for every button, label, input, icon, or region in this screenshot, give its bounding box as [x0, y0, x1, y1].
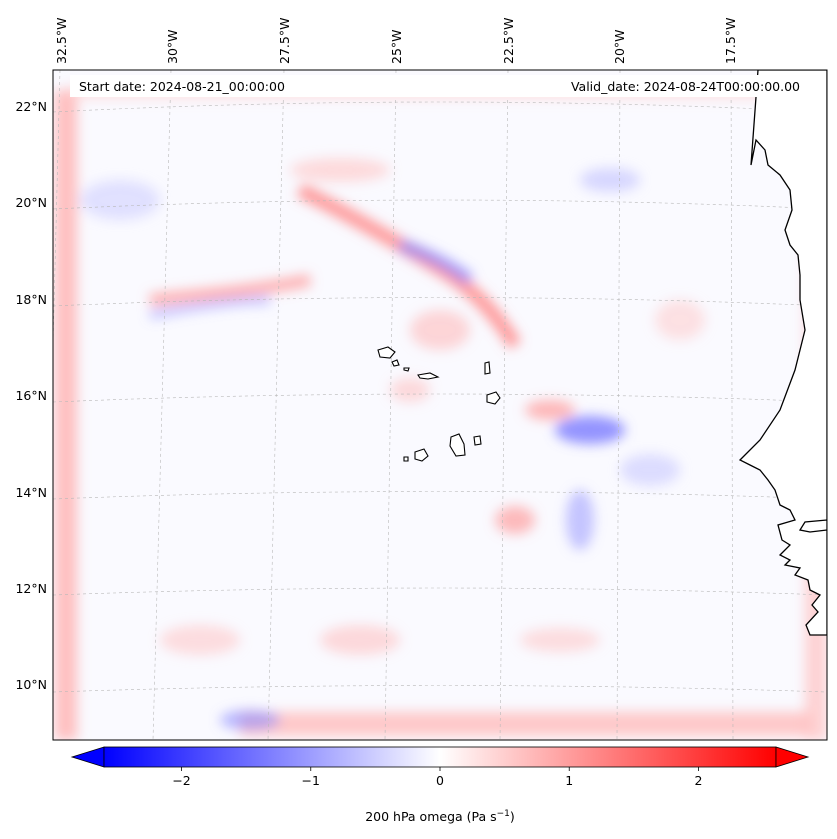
- latitude-labels: 22°N 20°N 18°N 16°N 14°N 12°N 10°N: [15, 99, 47, 692]
- island-fogo: [414, 448, 429, 462]
- lat-label: 14°N: [15, 485, 47, 500]
- lon-label: 20°W: [612, 29, 627, 64]
- lon-label: 27.5°W: [277, 18, 292, 64]
- island-sal: [484, 361, 491, 375]
- colorbar-tick-label: −2: [172, 773, 190, 788]
- lat-label: 20°N: [15, 195, 47, 210]
- colorbar-ticks: −2 −1 0 1 2: [172, 767, 702, 788]
- lon-label: 22.5°W: [501, 18, 516, 64]
- lon-label: 32.5°W: [54, 18, 69, 64]
- colorbar-title: 200 hPa omega (Pa s−1): [365, 809, 515, 824]
- island-santiago: [449, 433, 466, 457]
- lat-label: 18°N: [15, 292, 47, 307]
- island-boa-vista: [486, 391, 501, 405]
- lon-label: 25°W: [389, 29, 404, 64]
- map-frame: [52, 69, 828, 741]
- colorbar-body: [103, 746, 777, 768]
- start-date-label: Start date: 2024-08-21_00:00:00: [79, 79, 285, 94]
- lat-label: 10°N: [15, 677, 47, 692]
- island-brava: [403, 456, 409, 462]
- colorbar-tick-label: 2: [694, 773, 702, 788]
- africa-coastline: [738, 70, 827, 636]
- lon-label: 17.5°W: [723, 18, 738, 64]
- annotation-box: [70, 75, 810, 97]
- colorbar-extend-max: [775, 746, 810, 768]
- lat-label: 22°N: [15, 99, 47, 114]
- map-panel: [53, 70, 827, 740]
- island-sao-vicente: [391, 359, 400, 367]
- lat-label: 16°N: [15, 388, 47, 403]
- colorbar: −2 −1 0 1 2 200 hPa omega (Pa s−1): [70, 746, 810, 824]
- colorbar-extend-min: [70, 746, 105, 768]
- colorbar-title-exponent: −1: [497, 809, 510, 819]
- cape-verde-islands: [377, 346, 501, 462]
- colorbar-tick-label: −1: [302, 773, 320, 788]
- longitude-labels: 32.5°W 30°W 27.5°W 25°W 22.5°W 20°W 17.5…: [54, 18, 738, 64]
- lon-label: 30°W: [165, 29, 180, 64]
- colorbar-title-end: ): [510, 809, 515, 824]
- colorbar-title-main: 200 hPa omega (Pa s: [365, 809, 496, 824]
- graticule: [53, 70, 827, 740]
- valid-date-label: Valid_date: 2024-08-24T00:00:00.00: [571, 79, 800, 94]
- island-sao-nicolau: [417, 372, 440, 380]
- lat-label: 12°N: [15, 581, 47, 596]
- colorbar-tick-label: 1: [565, 773, 573, 788]
- island-santa-luzia: [403, 367, 410, 372]
- island-santo-antao: [377, 346, 396, 359]
- colorbar-tick-label: 0: [436, 773, 444, 788]
- island-maio: [473, 435, 482, 446]
